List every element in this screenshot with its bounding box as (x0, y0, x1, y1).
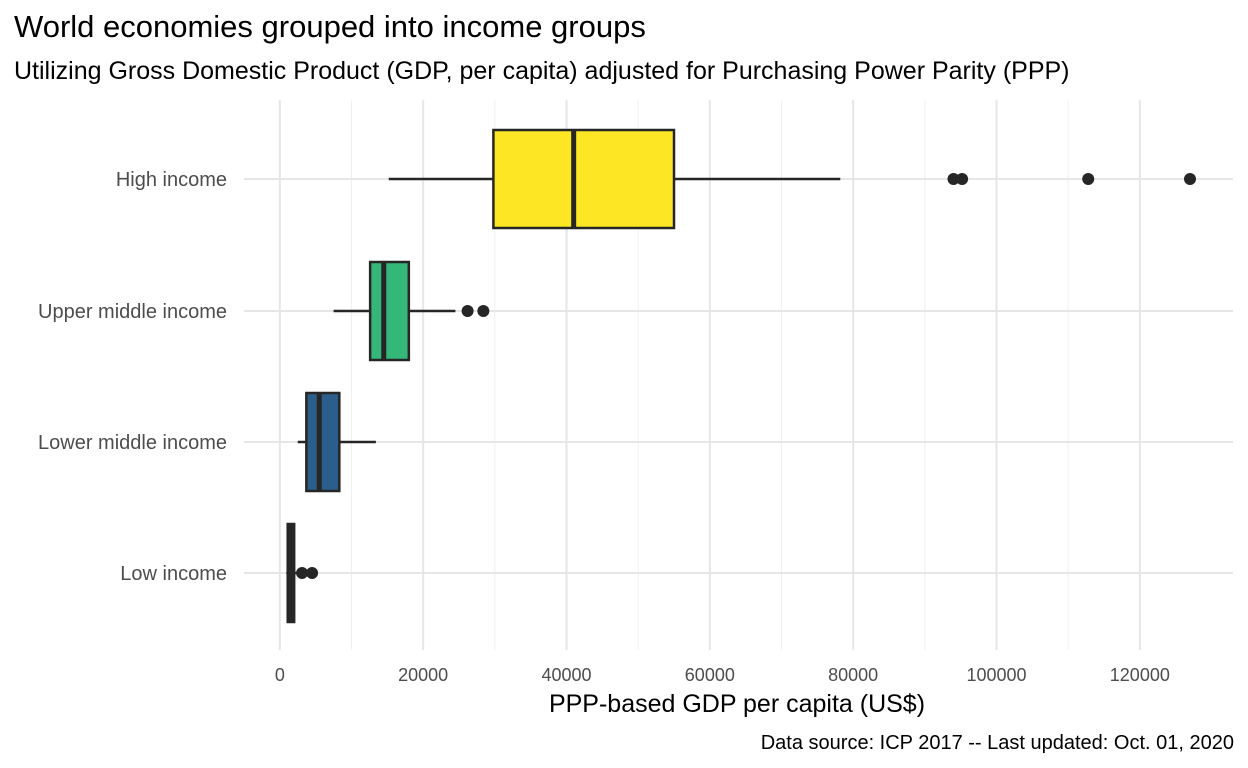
x-tick-label: 60000 (685, 665, 735, 685)
y-axis-ticks: High income Upper middle income Lower midd… (38, 169, 227, 585)
x-axis-label: PPP-based GDP per capita (US$) (549, 690, 925, 718)
outlier-point (296, 567, 309, 579)
y-tick-label: Low income (120, 563, 227, 585)
outlier-point (461, 305, 474, 317)
outlier-point (1082, 173, 1095, 185)
box-iqr (305, 391, 341, 493)
chart-title: World economies grouped into income grou… (14, 9, 646, 44)
x-axis-ticks: 0 20000 40000 60000 80000 100000 120000 (275, 665, 1170, 685)
box-low-income (286, 522, 319, 624)
box-high-income (388, 128, 1196, 230)
box-lower-middle-income (297, 391, 376, 493)
x-tick-label: 120000 (1110, 665, 1170, 685)
x-tick-label: 80000 (828, 665, 878, 685)
x-tick-label: 100000 (966, 665, 1026, 685)
box-iqr (492, 128, 676, 230)
outlier-point (956, 173, 969, 185)
chart-subtitle: Utilizing Gross Domestic Product (GDP, p… (14, 57, 1070, 85)
boxplot-series (286, 128, 1196, 624)
outlier-point (306, 567, 319, 579)
box-upper-middle-income (333, 260, 490, 362)
outlier-point (947, 173, 960, 185)
y-tick-label: Lower middle income (38, 432, 227, 454)
outlier-point (1184, 173, 1196, 185)
y-tick-label: High income (116, 169, 227, 191)
y-tick-label: Upper middle income (38, 301, 227, 323)
x-tick-label: 0 (275, 665, 285, 685)
outlier-point (477, 305, 490, 317)
x-tick-label: 20000 (398, 665, 448, 685)
box-iqr (368, 260, 411, 362)
x-tick-label: 40000 (541, 665, 591, 685)
chart-caption: Data source: ICP 2017 -- Last updated: O… (760, 732, 1234, 754)
